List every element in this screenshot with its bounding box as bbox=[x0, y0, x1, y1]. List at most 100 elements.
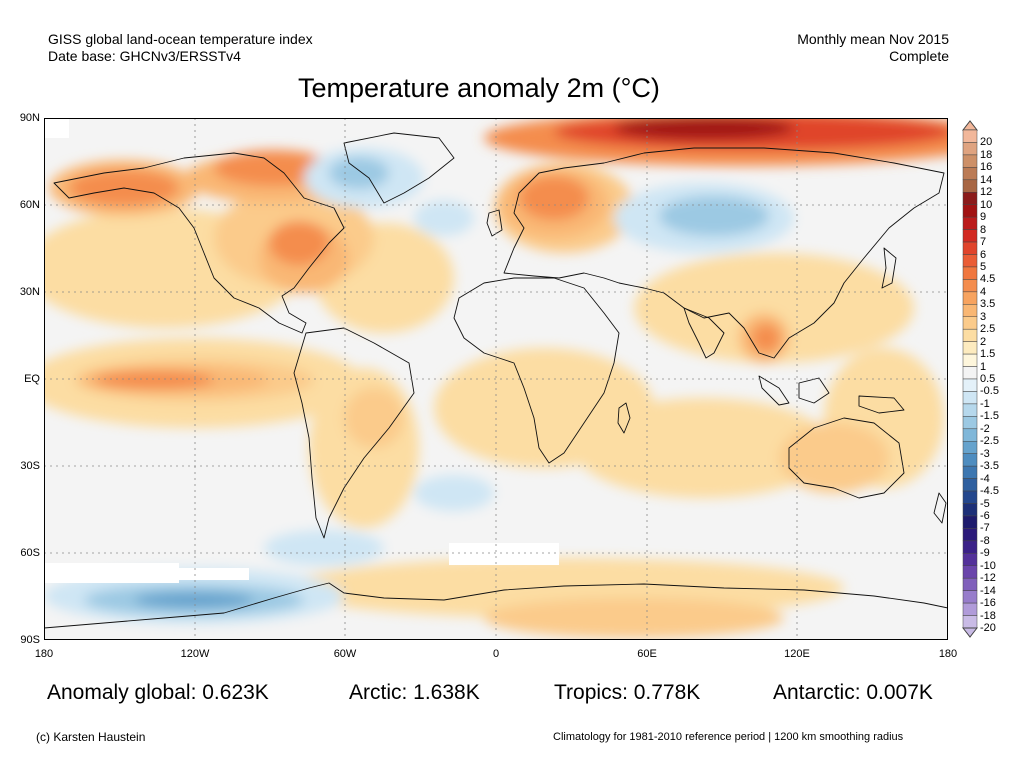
colorbar-label: -9 bbox=[980, 547, 990, 560]
region-south-atlantic-cool bbox=[414, 475, 494, 511]
region-arctic-core bbox=[614, 118, 794, 140]
dataset-base: Date base: GHCNv3/ERSSTv4 bbox=[48, 48, 241, 64]
map-frame bbox=[44, 118, 948, 640]
missing-data-arctic-nw bbox=[44, 118, 69, 138]
colorbar-swatch bbox=[962, 478, 978, 492]
coast-uk bbox=[486, 209, 503, 237]
colorbar-swatch bbox=[962, 403, 978, 417]
region-amundsen-core bbox=[134, 592, 254, 608]
colorbar-label: 16 bbox=[980, 161, 993, 174]
region-south-pacific-cool bbox=[264, 530, 384, 566]
lon-label-60w: 60W bbox=[333, 648, 357, 660]
stat-global: Anomaly global: 0.623K bbox=[47, 681, 269, 704]
colorbar-swatch bbox=[962, 154, 978, 168]
completeness-label: Complete bbox=[889, 48, 949, 64]
colorbar-swatch bbox=[962, 316, 978, 330]
colorbar-swatch bbox=[962, 540, 978, 554]
colorbar-label: 0.5 bbox=[980, 373, 996, 385]
region-hudson bbox=[214, 150, 334, 186]
coast-new-guinea bbox=[858, 395, 905, 414]
colorbar-swatch bbox=[962, 465, 978, 479]
coast-australia bbox=[788, 417, 905, 499]
lat-label-eq: EQ bbox=[24, 373, 40, 385]
coast-north-america bbox=[53, 152, 345, 334]
region-antarctica-east bbox=[484, 598, 784, 638]
coast-japan bbox=[881, 247, 897, 289]
missing-data-southern-pacific bbox=[44, 563, 179, 583]
colorbar-label: 8 bbox=[980, 223, 987, 236]
colorbar-swatch bbox=[962, 428, 978, 442]
colorbar-swatch bbox=[962, 179, 978, 193]
chart-title: Temperature anomaly 2m (°C) bbox=[298, 73, 660, 103]
coastlines bbox=[44, 132, 948, 629]
colorbar-arrow-low bbox=[962, 627, 978, 638]
coast-india bbox=[683, 307, 725, 359]
coast-borneo bbox=[798, 377, 830, 404]
coast-eurasia bbox=[503, 147, 945, 359]
colorbar-label: -4.5 bbox=[980, 485, 999, 498]
colorbar-label: -5 bbox=[980, 497, 990, 510]
colorbar-label: 2.5 bbox=[980, 323, 996, 336]
colorbar-label: -0.5 bbox=[980, 385, 999, 398]
lat-label-60n: 60N bbox=[19, 199, 40, 211]
coast-antarctica bbox=[44, 582, 948, 629]
lon-label-120e: 120E bbox=[784, 648, 810, 660]
colorbar-swatch bbox=[962, 304, 978, 318]
lon-label-180w: 180 bbox=[34, 648, 54, 660]
colorbar-label: -3.5 bbox=[980, 460, 999, 473]
region-enso-core bbox=[94, 371, 214, 389]
colorbar-swatch bbox=[962, 378, 978, 392]
colorbar-swatch bbox=[962, 602, 978, 616]
colorbar-label: -2 bbox=[980, 422, 990, 435]
colorbar-label: 6 bbox=[980, 248, 987, 261]
colorbar-swatch bbox=[962, 615, 978, 629]
footnote: Climatology for 1981-2010 reference peri… bbox=[553, 731, 904, 743]
colorbar-swatch bbox=[962, 192, 978, 205]
colorbar-label: 3.5 bbox=[980, 298, 996, 311]
colorbar bbox=[962, 120, 978, 638]
coast-africa bbox=[453, 277, 620, 464]
region-asia-east bbox=[634, 253, 914, 363]
colorbar-label: 18 bbox=[980, 148, 993, 161]
colorbar-swatch bbox=[962, 565, 978, 579]
colorbar-label: 1.5 bbox=[980, 348, 996, 361]
colorbar-label: -14 bbox=[980, 584, 996, 597]
colorbar-label: -16 bbox=[980, 597, 996, 610]
colorbar-swatch bbox=[962, 129, 978, 143]
lat-label-90s: 90S bbox=[20, 634, 40, 646]
colorbar-swatch bbox=[962, 590, 978, 604]
colorbar-swatch bbox=[962, 266, 978, 280]
colorbar-label: -1.5 bbox=[980, 410, 999, 423]
lon-label-180e: 180 bbox=[938, 648, 958, 660]
colorbar-label: 4.5 bbox=[980, 273, 996, 286]
colorbar-swatch bbox=[962, 366, 978, 380]
colorbar-label: 14 bbox=[980, 173, 993, 186]
colorbar-label: -1 bbox=[980, 397, 990, 410]
colorbar-swatch bbox=[962, 515, 978, 529]
lat-label-60s: 60S bbox=[20, 547, 40, 559]
missing-data-south-atlantic bbox=[449, 543, 559, 565]
colorbar-label: 12 bbox=[980, 186, 993, 199]
colorbar-label: 9 bbox=[980, 211, 987, 224]
colorbar-swatch bbox=[962, 279, 978, 293]
lon-label-0: 0 bbox=[492, 648, 500, 660]
lon-label-60e: 60E bbox=[637, 648, 657, 660]
coast-greenland bbox=[343, 132, 455, 204]
colorbar-swatch bbox=[962, 291, 978, 305]
colorbar-label: -7 bbox=[980, 522, 990, 535]
coast-south-america bbox=[293, 327, 415, 539]
region-central-asia-cold bbox=[659, 196, 769, 236]
colorbar-arrow-high bbox=[962, 120, 978, 131]
colorbar-label: -8 bbox=[980, 534, 990, 547]
colorbar-swatch bbox=[962, 528, 978, 542]
anomaly-map bbox=[44, 118, 948, 640]
colorbar-label: 5 bbox=[980, 260, 987, 273]
colorbar-label: -3 bbox=[980, 447, 990, 460]
missing-data-south-sub bbox=[179, 568, 249, 580]
colorbar-label: -10 bbox=[980, 559, 996, 572]
colorbar-swatch bbox=[962, 453, 978, 467]
region-greenland-cold bbox=[329, 157, 389, 189]
coast-madagascar bbox=[617, 402, 631, 434]
colorbar-label: 3 bbox=[980, 310, 987, 323]
colorbar-swatch bbox=[962, 254, 978, 268]
